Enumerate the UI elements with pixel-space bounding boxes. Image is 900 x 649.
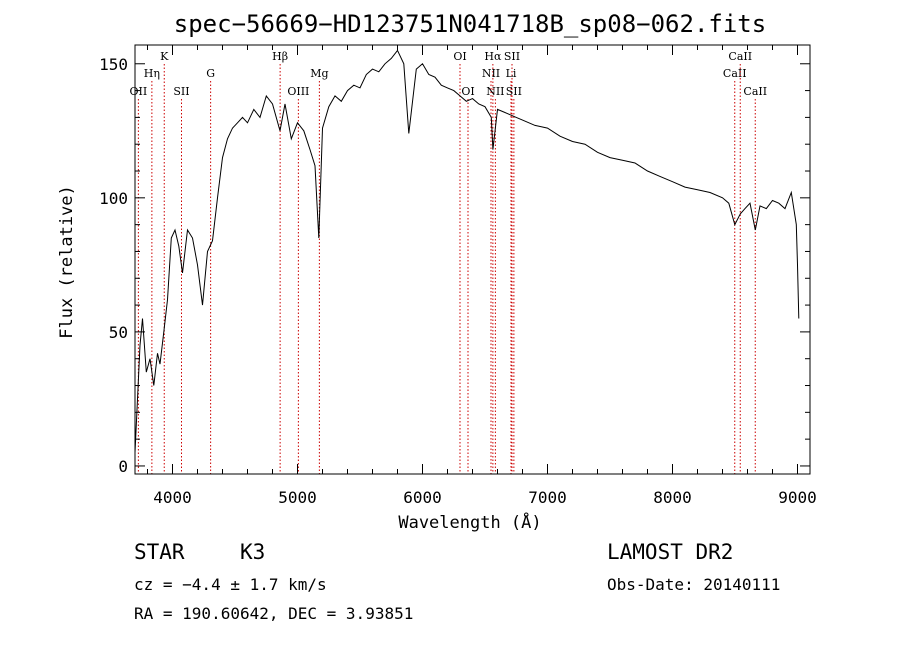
y-axis-title: Flux (relative) bbox=[57, 185, 77, 339]
coordinates-text: RA = 190.60642, DEC = 3.93851 bbox=[134, 604, 413, 623]
y-tick-label: 0 bbox=[118, 457, 128, 476]
line-label: SII bbox=[506, 85, 522, 98]
x-tick-label: 5000 bbox=[278, 488, 317, 507]
class-label: STAR bbox=[134, 540, 185, 564]
axis-ticks: 4000 5000 6000 7000 8000 9000 0 50 100 150 bbox=[99, 45, 817, 507]
spectral-line-markers: OIIHηKSIIGHβOIIIMgOIOIHαNIINIISIILiSIICa… bbox=[130, 50, 767, 474]
line-label: SII bbox=[173, 85, 189, 98]
line-label: K bbox=[160, 50, 169, 63]
x-tick-label: 8000 bbox=[653, 488, 692, 507]
line-label: NII bbox=[486, 85, 504, 98]
subclass-label: K3 bbox=[240, 540, 265, 564]
redshift-text: cz = −4.4 ± 1.7 km/s bbox=[134, 575, 327, 594]
line-label: CaII bbox=[728, 50, 752, 63]
line-label: Hβ bbox=[272, 50, 288, 63]
spectrum-series-line bbox=[134, 49, 800, 453]
line-label: Li bbox=[506, 67, 517, 80]
line-label: OII bbox=[130, 85, 148, 98]
line-label: Mg bbox=[310, 67, 328, 80]
y-tick-label: 50 bbox=[109, 323, 128, 342]
x-tick-label: 9000 bbox=[778, 488, 817, 507]
line-label: G bbox=[206, 67, 215, 80]
survey-label: LAMOST DR2 bbox=[607, 540, 733, 564]
line-label: Hη bbox=[144, 67, 160, 80]
x-tick-label: 7000 bbox=[528, 488, 567, 507]
line-label: CaII bbox=[723, 67, 747, 80]
plot-frame bbox=[134, 44, 811, 475]
x-tick-label: 4000 bbox=[153, 488, 192, 507]
line-label: NII bbox=[482, 67, 500, 80]
obs-date-text: Obs-Date: 20140111 bbox=[607, 575, 780, 594]
x-axis-title: Wavelength (Å) bbox=[398, 511, 541, 533]
x-tick-label: 6000 bbox=[403, 488, 442, 507]
line-label: CaII bbox=[743, 85, 767, 98]
chart-title: spec−56669−HD123751N041718B_sp08−062.fit… bbox=[174, 10, 766, 38]
line-label: OI bbox=[461, 85, 474, 98]
line-label: SII bbox=[504, 50, 520, 63]
line-label: OI bbox=[453, 50, 466, 63]
line-label: Hα bbox=[484, 50, 502, 63]
y-tick-label: 100 bbox=[99, 189, 128, 208]
line-label: OIII bbox=[287, 85, 309, 98]
y-tick-label: 150 bbox=[99, 55, 128, 74]
